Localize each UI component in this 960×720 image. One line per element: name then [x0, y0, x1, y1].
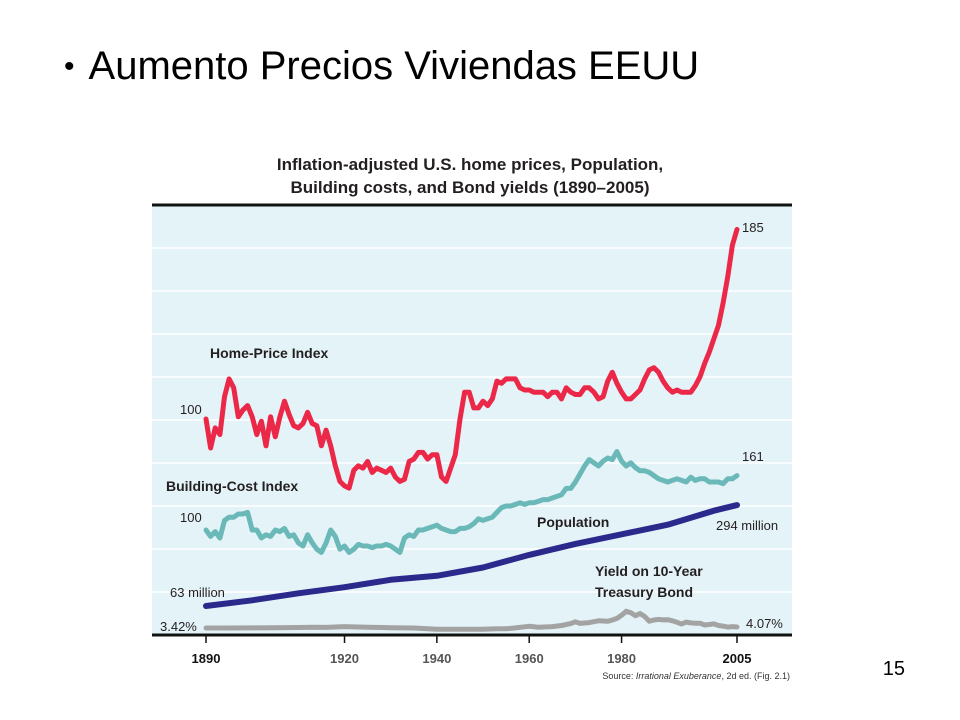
chart-title-line2: Building costs, and Bond yields (1890–20… — [291, 178, 650, 197]
series-layer — [203, 226, 740, 632]
home-price-index-label: Home-Price Index — [210, 345, 328, 361]
treasury-yield-start-value: 3.42% — [160, 619, 197, 634]
treasury-yield-label-line1: Yield on 10-Year — [595, 563, 703, 579]
gridlines — [152, 247, 792, 593]
x-tick-label: 1940 — [422, 651, 451, 666]
home-price-end-value: 185 — [742, 220, 764, 235]
yield-on-10-year-treasury-bond-line — [203, 608, 740, 632]
home-price-start-value: 100 — [180, 402, 202, 417]
slide-title-text: Aumento Precios Viviendas EEUU — [88, 44, 700, 88]
label-layer: Home-Price Index 100 185 Building-Cost Inde… — [160, 220, 783, 634]
building-cost-start-value: 100 — [180, 510, 202, 525]
page-number: 15 — [882, 658, 905, 680]
building-cost-index-line — [203, 449, 740, 555]
x-tick-label: 2005 — [723, 651, 752, 666]
x-tick-label: 1890 — [192, 651, 221, 666]
building-cost-index-label: Building-Cost Index — [166, 478, 298, 494]
slide-title: • Aumento Precios Viviendas EEUU — [64, 44, 699, 89]
population-line — [203, 502, 740, 609]
x-axis-ticks: 1890 1920 1940 1960 1980 2005 — [192, 635, 752, 666]
x-tick-label: 1980 — [607, 651, 636, 666]
x-tick-label: 1960 — [515, 651, 544, 666]
chart-title-line1: Inflation-adjusted U.S. home prices, Pop… — [277, 155, 663, 174]
population-start-value: 63 million — [170, 585, 225, 600]
bullet-point: • — [64, 49, 75, 83]
home-price-index-line — [203, 226, 740, 491]
population-end-value: 294 million — [716, 518, 778, 533]
population-label: Population — [537, 514, 609, 530]
treasury-yield-label-line2: Treasury Bond — [595, 584, 693, 600]
treasury-yield-end-value: 4.07% — [746, 616, 783, 631]
building-cost-end-value: 161 — [742, 449, 764, 464]
x-tick-label: 1920 — [330, 651, 359, 666]
chart-source: Source: Irrational Exuberance, 2d ed. (F… — [602, 671, 790, 681]
